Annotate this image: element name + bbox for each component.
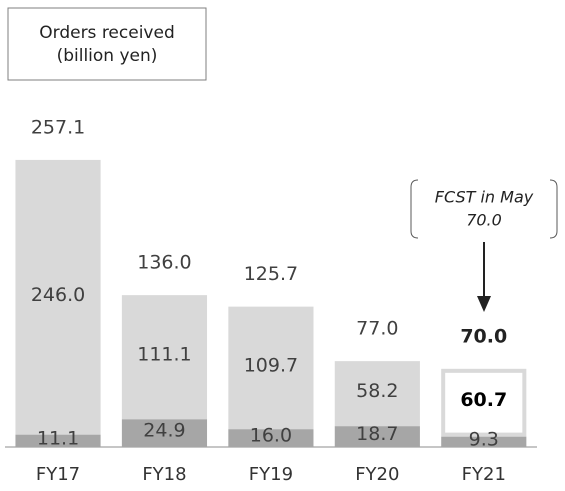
x-tick-label: FY21 xyxy=(462,464,506,485)
value-label: 18.7 xyxy=(356,423,398,445)
annotation-arrowhead xyxy=(477,296,491,312)
value-label: 60.7 xyxy=(460,389,507,411)
bar-segment xyxy=(15,159,101,435)
title-box xyxy=(7,7,207,81)
total-label: 70.0 xyxy=(460,325,507,347)
total-label: 136.0 xyxy=(137,252,191,274)
bar-segment xyxy=(334,361,420,427)
value-label: 246.0 xyxy=(31,284,85,306)
value-label: 111.1 xyxy=(137,344,191,366)
value-label: 11.1 xyxy=(37,427,79,449)
x-tick-label: FY19 xyxy=(249,464,293,485)
x-tick-label: FY17 xyxy=(36,464,80,485)
bar-segment xyxy=(441,368,527,437)
value-label: 24.9 xyxy=(143,420,185,442)
x-tick-label: FY20 xyxy=(355,464,399,485)
annotation: FCST in May xyxy=(435,188,534,207)
bar-segment xyxy=(228,306,314,430)
bar-segment xyxy=(441,436,527,447)
bar-segment xyxy=(15,434,101,447)
x-tick-label: FY18 xyxy=(142,464,186,485)
value-label: 58.2 xyxy=(356,380,398,402)
annotation: 70.0 xyxy=(466,211,502,230)
value-label: 16.0 xyxy=(250,425,292,447)
chart-title: Orders received xyxy=(39,23,175,43)
value-label: 9.3 xyxy=(469,428,499,450)
bar-segment xyxy=(334,426,420,447)
total-label: 125.7 xyxy=(244,263,298,285)
bar-segment xyxy=(121,419,208,447)
annotation-bracket xyxy=(410,179,558,239)
chart-title: (billion yen) xyxy=(57,46,158,66)
total-label: 77.0 xyxy=(356,318,398,340)
value-label: 109.7 xyxy=(244,354,298,376)
bar-segment xyxy=(121,295,208,420)
bar-segment xyxy=(228,429,314,447)
total-label: 257.1 xyxy=(31,116,85,138)
